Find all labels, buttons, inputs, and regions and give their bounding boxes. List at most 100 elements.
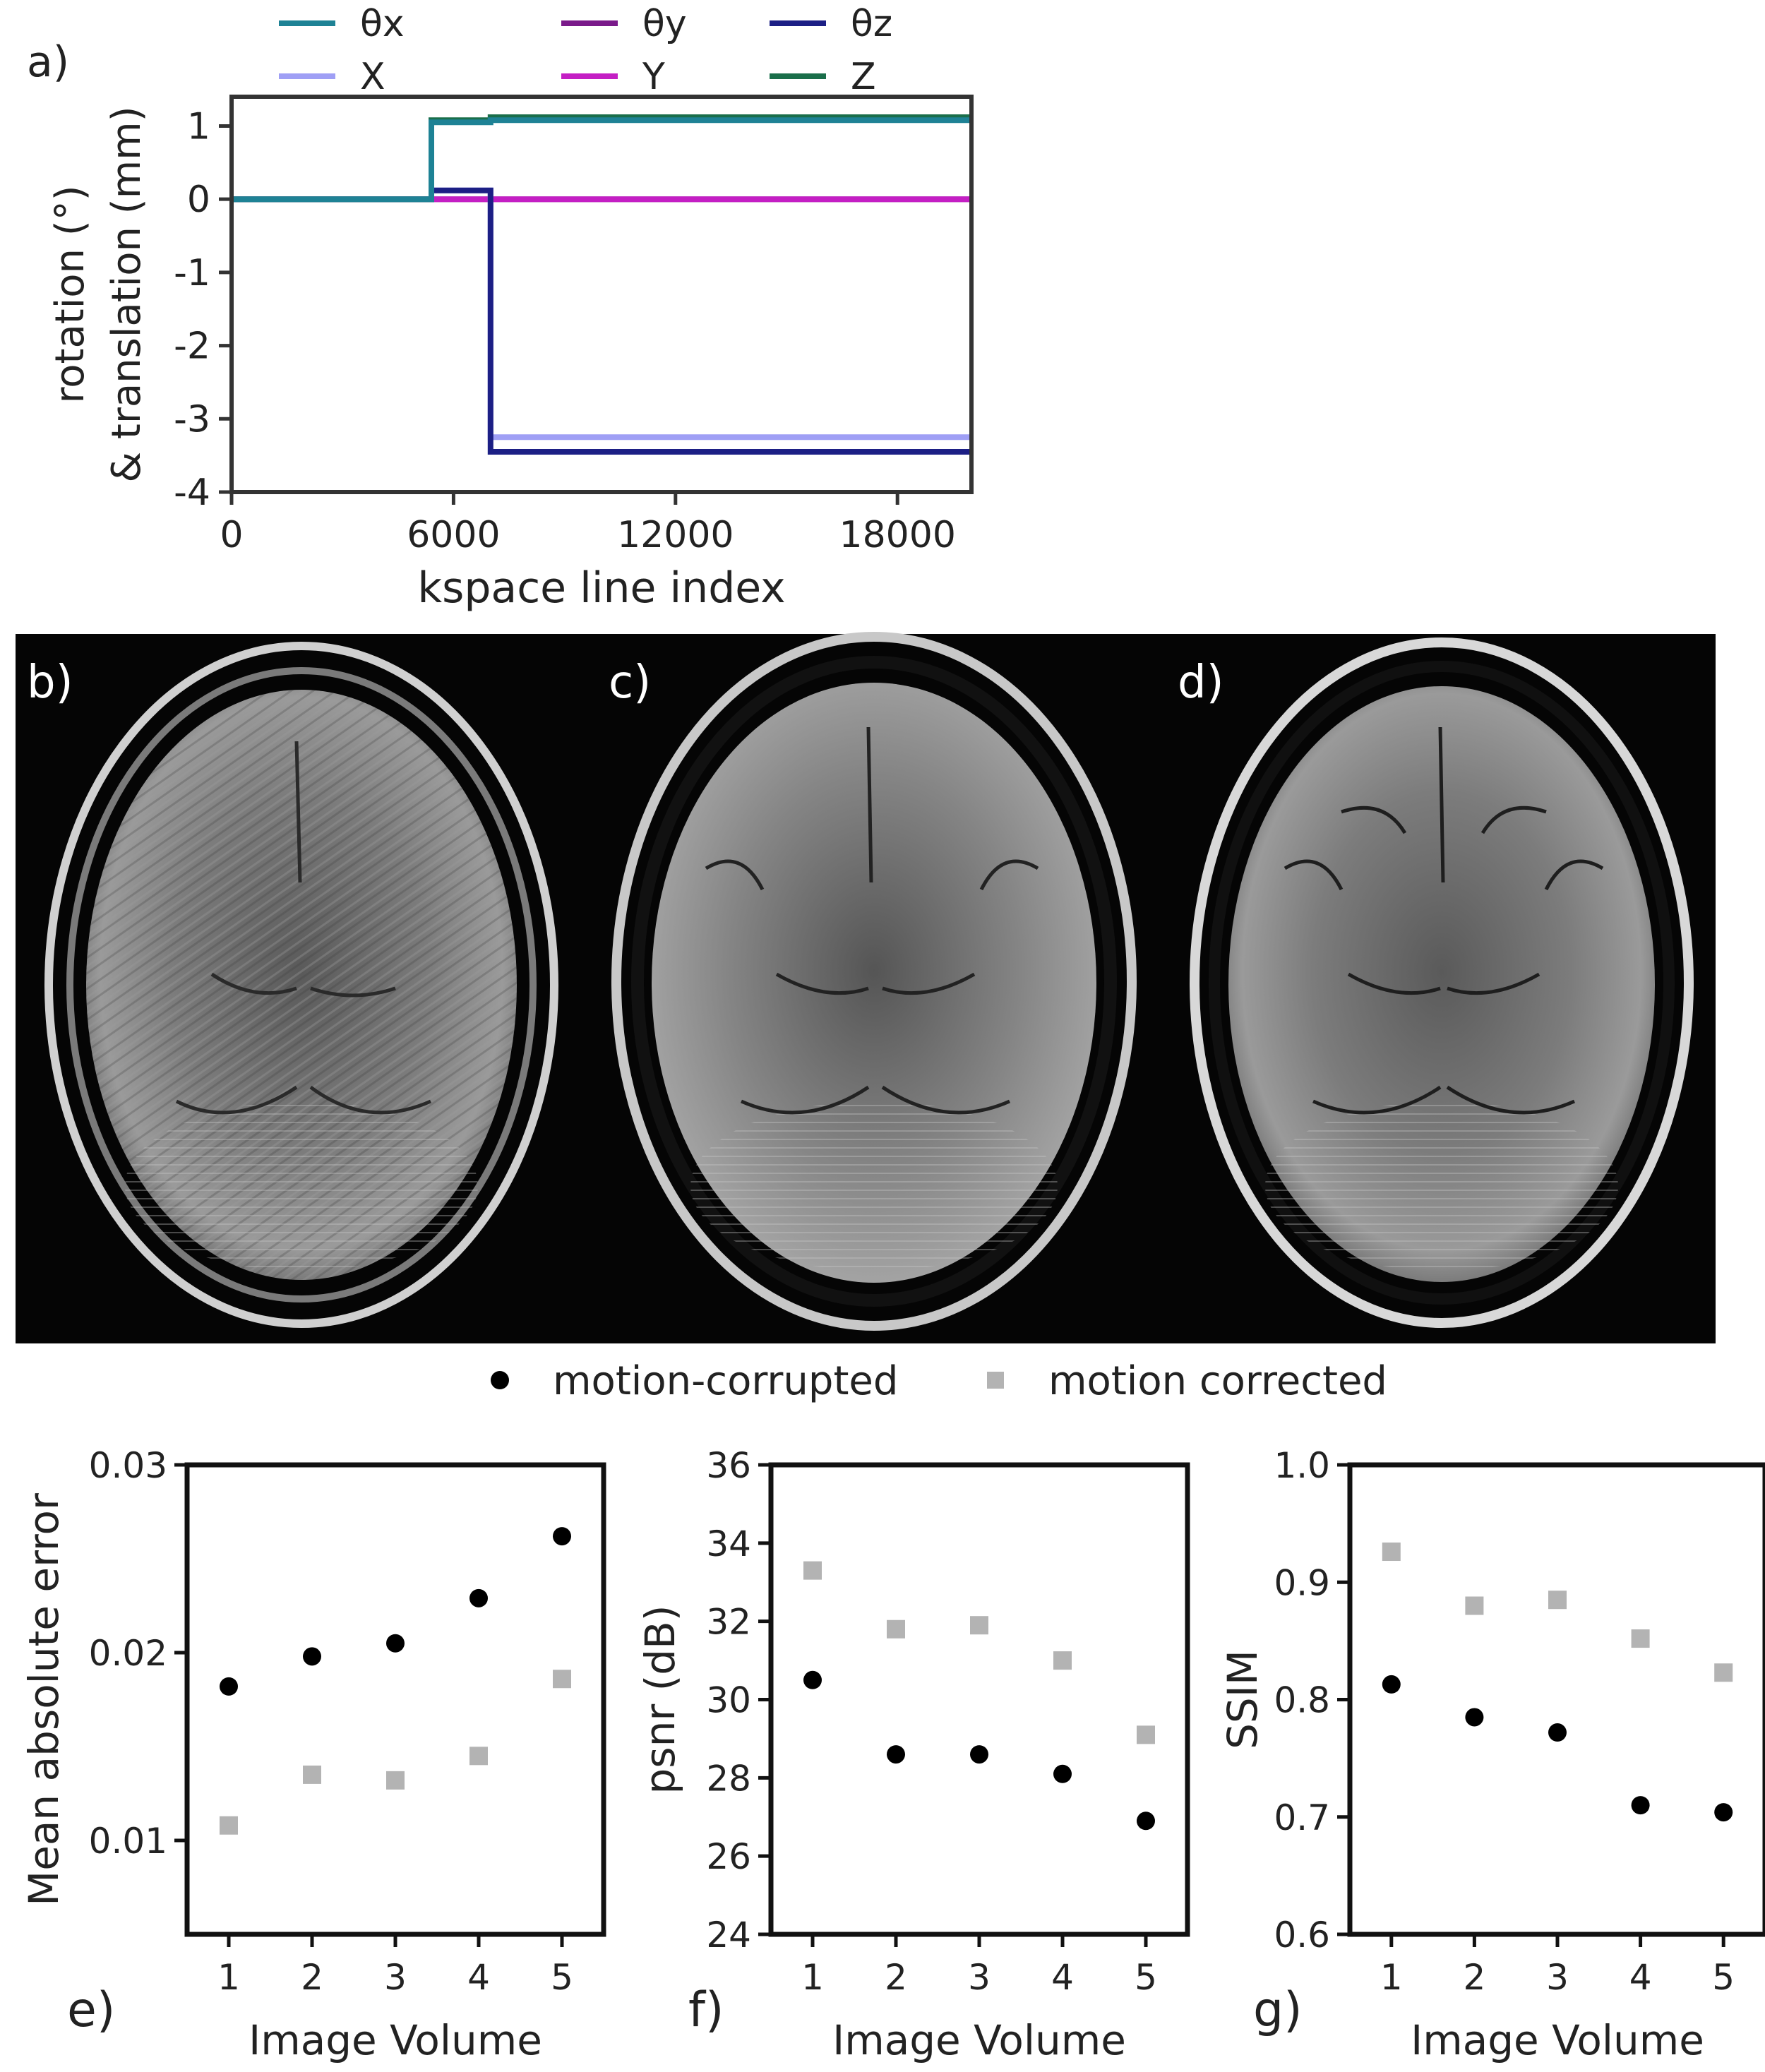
top-legend: θx θy θz X Y Z <box>279 3 892 98</box>
x-tick-label: 5 <box>1135 1957 1157 1998</box>
data-point-corrupted <box>1137 1811 1155 1831</box>
y-tick-label: 34 <box>706 1523 751 1564</box>
legend-marker-corrected <box>987 1372 1004 1389</box>
brain-image-corrected: d) <box>1166 634 1716 1343</box>
data-point-corrupted <box>303 1647 321 1666</box>
legend-label-Z: Z <box>851 56 876 98</box>
y-tick-label: 1 <box>187 105 210 148</box>
plot-frame <box>1347 1462 1765 1937</box>
panel-label-g: g) <box>1253 1982 1303 2038</box>
data-point-corrupted <box>553 1527 571 1546</box>
x-tick-label: 4 <box>467 1957 490 1998</box>
series-line-X <box>232 187 971 441</box>
x-tick-label: 5 <box>1712 1957 1735 1998</box>
x-tick-label: 18000 <box>839 514 955 556</box>
data-point-corrupted <box>1053 1764 1072 1783</box>
y-tick-label: 0 <box>187 179 210 221</box>
data-point-corrupted <box>220 1677 238 1696</box>
y-tick-label: 0.03 <box>89 1445 167 1486</box>
brain-image-reference: c) <box>587 632 1166 1343</box>
motion-trace-series <box>232 114 971 455</box>
series-line-Z <box>232 114 971 203</box>
data-point-corrected <box>970 1616 988 1635</box>
y-tick-label: -3 <box>174 398 210 441</box>
motion-trace-xlabel: kspace line index <box>417 563 785 613</box>
x-axis-label: Image Volume <box>832 2016 1126 2064</box>
panel-label-c: c) <box>609 657 651 709</box>
panel-label-b: b) <box>27 657 73 709</box>
legend-marker-corrupted <box>491 1371 509 1389</box>
data-point-corrected <box>303 1765 321 1784</box>
x-tick-label: 4 <box>1629 1957 1652 1998</box>
data-point-corrected <box>1714 1663 1733 1682</box>
data-point-corrupted <box>1714 1803 1733 1822</box>
skull-outer <box>1190 637 1694 1328</box>
data-point-corrupted <box>1465 1708 1484 1727</box>
x-tick-label: 3 <box>384 1957 407 1998</box>
x-tick-label: 2 <box>301 1957 323 1998</box>
x-axis-label: Image Volume <box>249 2016 542 2064</box>
x-tick-label: 2 <box>885 1957 907 1998</box>
data-point-corrected <box>1053 1651 1072 1670</box>
skull-inner <box>631 656 1117 1307</box>
y-tick-label: 32 <box>706 1602 751 1643</box>
panel-label-a: a) <box>27 37 69 87</box>
skull-inner <box>1209 661 1675 1305</box>
plot-frame <box>184 1462 606 1937</box>
x-tick-label: 12000 <box>617 514 734 556</box>
y-axis-label: psnr (dB) <box>636 1605 684 1795</box>
y-tick-label: 0.9 <box>1274 1562 1330 1603</box>
data-point-corrected <box>1382 1543 1401 1562</box>
skull-inner <box>66 667 537 1303</box>
y-tick-label: 24 <box>706 1915 751 1956</box>
data-point-corrupted <box>469 1588 488 1607</box>
data-point-corrected <box>553 1670 571 1689</box>
y-tick-label: -2 <box>174 325 210 368</box>
data-point-corrected <box>803 1561 822 1580</box>
y-tick-label: 0.01 <box>89 1821 167 1862</box>
legend-label-thetaz: θz <box>851 3 892 45</box>
x-tick-label: 1 <box>217 1957 240 1998</box>
data-point-corrupted <box>1631 1796 1650 1815</box>
data-point-corrupted <box>1548 1723 1567 1742</box>
y-tick-label: 0.6 <box>1274 1915 1330 1956</box>
legend-label-corrected: motion corrected <box>1048 1358 1387 1404</box>
data-point-corrected <box>1137 1725 1155 1744</box>
y-tick-label: 30 <box>706 1680 751 1721</box>
data-point-corrected <box>220 1816 238 1835</box>
y-tick-label: 0.02 <box>89 1633 167 1674</box>
y-tick-label: -4 <box>174 472 210 514</box>
bottom-legend: motion-corrupted motion corrected <box>491 1358 1387 1404</box>
x-tick-label: 4 <box>1051 1957 1074 1998</box>
brain-image-corrupted: b) <box>16 634 587 1343</box>
x-tick-label: 3 <box>1546 1957 1569 1998</box>
motion-trace-ylabel-line1: rotation (°) <box>47 185 93 403</box>
data-point-corrected <box>1548 1591 1567 1610</box>
legend-label-corrupted: motion-corrupted <box>553 1358 898 1404</box>
y-tick-label: 0.8 <box>1274 1680 1330 1721</box>
motion-trace-chart: 0 6000 12000 18000 1 0 -1 -2 -3 -4 rotation (°) &… <box>47 95 974 613</box>
panel-label-e: e) <box>67 1982 115 2038</box>
legend-label-X: X <box>360 56 385 98</box>
y-tick-label: 28 <box>706 1758 751 1799</box>
plot-frame <box>768 1462 1190 1937</box>
legend-label-thetay: θy <box>642 3 687 45</box>
data-point-corrupted <box>803 1670 822 1689</box>
panel-label-f: f) <box>688 1982 724 2038</box>
legend-label-Y: Y <box>642 56 665 98</box>
x-tick-label: 1 <box>801 1957 824 1998</box>
y-axis-label: Mean absolute error <box>20 1493 68 1906</box>
data-point-corrupted <box>386 1634 405 1653</box>
y-tick-label: 1.0 <box>1274 1445 1330 1486</box>
y-tick-label: 0.7 <box>1274 1797 1330 1838</box>
motion-trace-ylabel-line2: & translation (mm) <box>104 106 150 482</box>
motion-trace-ticks: 0 6000 12000 18000 1 0 -1 -2 -3 -4 <box>174 105 956 556</box>
y-tick-label: 26 <box>706 1836 751 1877</box>
x-tick-label: 3 <box>968 1957 991 1998</box>
data-point-corrected <box>469 1747 488 1766</box>
data-point-corrected <box>1465 1596 1484 1615</box>
